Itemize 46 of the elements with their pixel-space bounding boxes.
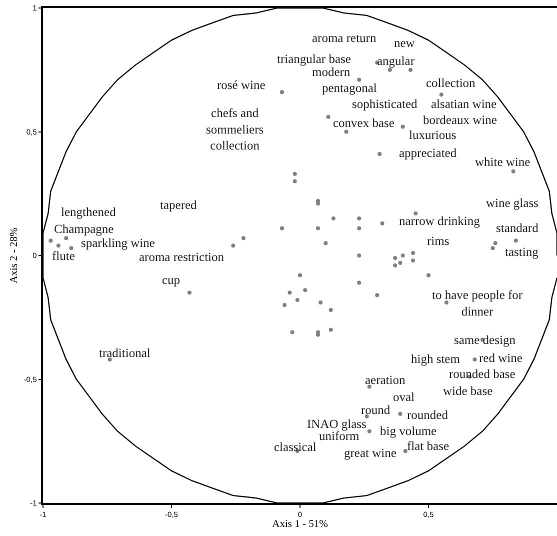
annotation: aroma return: [312, 31, 377, 45]
annotation: classical: [274, 440, 317, 454]
annotation: white wine: [475, 155, 531, 169]
annotation: modern: [312, 65, 351, 79]
annotation: tapered: [160, 198, 198, 212]
annotation: new: [394, 36, 415, 50]
annotation: rounded: [407, 408, 449, 422]
annotation: high stem: [411, 352, 460, 366]
annotation: rosé wine: [217, 78, 266, 92]
annotation: bordeaux wine: [423, 113, 498, 127]
annotation: sparkling wine: [81, 236, 156, 250]
annotation: wine glass: [486, 196, 539, 210]
annotation: narrow drinking: [399, 214, 481, 228]
annotation: INAO glass: [307, 417, 367, 431]
annotation: lengthened: [61, 205, 117, 219]
annotation: red wine: [479, 351, 523, 365]
annotation: rounded base: [449, 367, 516, 381]
annotation: rims: [427, 234, 450, 248]
x-axis-title: Axis 1 - 51%: [272, 519, 328, 530]
annotation: great wine: [344, 446, 397, 460]
annotation: oval: [393, 390, 416, 404]
annotation: round: [361, 403, 391, 417]
annotation: convex base: [333, 116, 395, 130]
annotation: alsatian wine: [431, 97, 498, 111]
annotation: angular: [377, 54, 416, 68]
annotation: to have people for dinner: [432, 288, 524, 318]
annotation: cup: [162, 273, 180, 287]
annotation: traditional: [99, 346, 151, 360]
annotation: aeration: [365, 373, 406, 387]
annotation: pentagonal: [322, 81, 378, 95]
annotation: same design: [454, 333, 516, 347]
annotation: chefs and sommeliers collection: [206, 106, 264, 152]
annotation: collection: [426, 76, 476, 90]
annotation: flat base: [407, 439, 450, 453]
annotation: Champagne: [54, 222, 114, 236]
annotation: flute: [52, 249, 76, 263]
annotation: sophisticated: [352, 97, 418, 111]
y-axis-title: Axis 2 - 28%: [9, 227, 20, 284]
annotation: big volume: [380, 424, 438, 438]
annotation: luxurious: [409, 128, 456, 142]
annotation: triangular base: [277, 52, 352, 66]
annotation: appreciated: [399, 146, 458, 160]
annotation: wide base: [443, 384, 494, 398]
annotation: aroma restriction: [139, 250, 225, 264]
annotation: tasting: [505, 245, 540, 259]
annotation: standard: [496, 221, 540, 235]
